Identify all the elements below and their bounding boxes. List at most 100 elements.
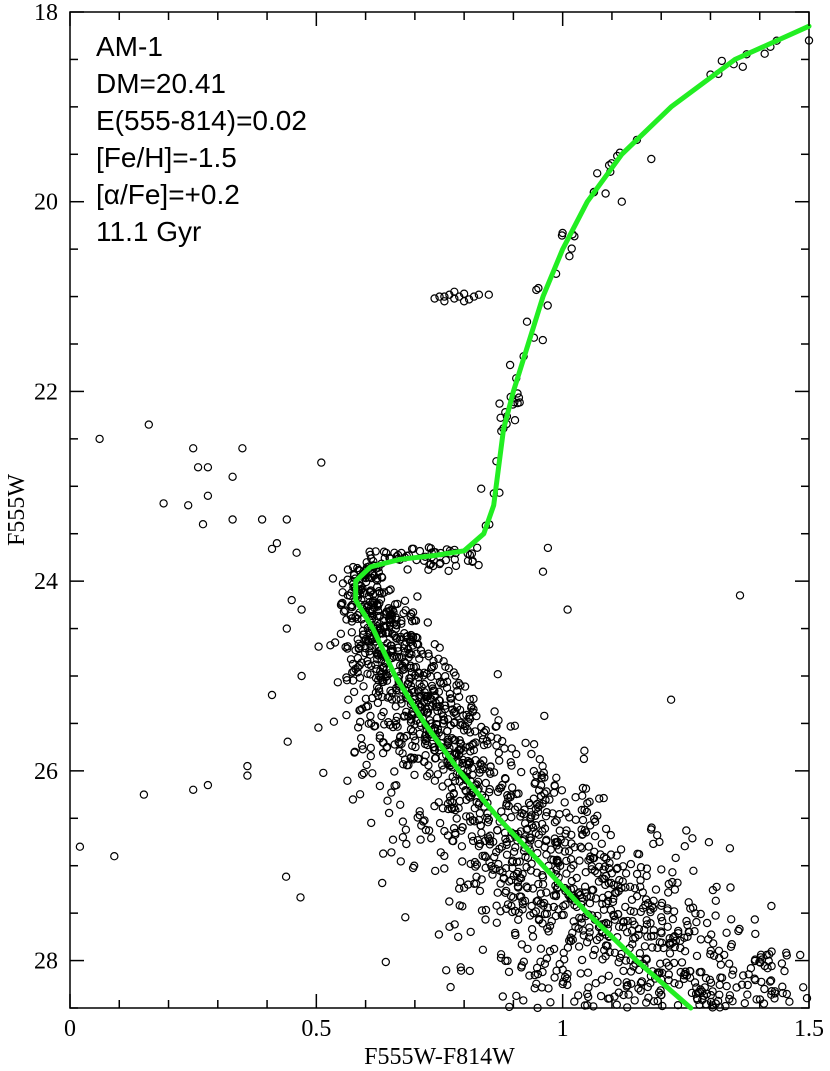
star-point <box>471 738 480 747</box>
star-point <box>636 907 646 917</box>
star-point <box>532 285 541 295</box>
star-point <box>665 949 675 958</box>
star-point <box>494 748 503 758</box>
star-point <box>707 930 716 939</box>
star-point <box>450 920 459 929</box>
y-tick-label: 28 <box>34 949 58 975</box>
star-point <box>374 684 384 693</box>
star-point <box>674 929 683 938</box>
star-point <box>601 189 610 198</box>
star-point <box>540 789 549 798</box>
star-point <box>350 747 359 757</box>
star-point <box>579 754 589 764</box>
star-point <box>415 654 424 663</box>
star-point <box>606 905 616 915</box>
star-point <box>423 708 433 717</box>
star-point <box>778 982 787 991</box>
star-point <box>483 813 492 823</box>
star-point <box>538 871 547 880</box>
star-point <box>653 831 662 840</box>
star-point <box>398 666 407 675</box>
star-point <box>342 676 352 685</box>
star-point <box>451 671 460 680</box>
star-point <box>540 711 549 721</box>
star-point <box>267 690 277 700</box>
star-point <box>95 434 104 444</box>
star-point <box>421 825 431 835</box>
star-point <box>701 973 711 983</box>
star-point <box>655 938 665 947</box>
star-point <box>785 997 794 1006</box>
star-point <box>382 621 391 631</box>
star-point <box>429 661 438 671</box>
star-point <box>465 966 474 976</box>
star-point <box>475 886 485 896</box>
star-point <box>363 702 373 711</box>
star-point <box>481 726 490 735</box>
star-point <box>617 197 627 206</box>
star-point <box>326 641 335 650</box>
star-point <box>438 804 448 813</box>
star-point <box>630 920 639 929</box>
star-point <box>390 600 400 609</box>
star-point <box>578 815 588 825</box>
star-point <box>534 839 543 849</box>
star-point <box>614 922 624 932</box>
star-point <box>453 686 462 696</box>
star-point <box>468 556 477 566</box>
star-point <box>558 228 567 238</box>
star-point <box>623 916 632 926</box>
star-point <box>389 652 399 661</box>
star-point <box>507 901 516 911</box>
star-point <box>534 879 543 889</box>
star-point <box>481 915 490 924</box>
star-point <box>292 548 301 557</box>
star-point <box>419 817 428 826</box>
star-point <box>570 843 579 852</box>
star-point <box>709 951 719 961</box>
star-point <box>717 56 727 66</box>
star-point <box>338 579 348 588</box>
star-point <box>409 755 418 764</box>
star-point <box>317 458 326 467</box>
star-point <box>346 655 356 664</box>
star-point <box>664 879 674 889</box>
star-point <box>744 970 753 979</box>
star-point <box>406 717 416 727</box>
star-point <box>756 958 765 967</box>
star-point <box>396 695 405 704</box>
star-point <box>538 799 547 809</box>
star-point <box>372 682 382 691</box>
star-point <box>532 979 541 989</box>
star-point <box>466 927 475 937</box>
star-point <box>509 847 519 857</box>
star-point <box>636 863 646 872</box>
star-point <box>570 997 579 1006</box>
star-point <box>343 776 352 786</box>
star-point <box>796 950 805 960</box>
star-point <box>558 979 567 989</box>
star-point <box>388 835 398 844</box>
star-point <box>472 860 481 869</box>
star-point <box>612 864 621 874</box>
star-point <box>468 816 478 825</box>
star-point <box>443 677 452 687</box>
star-point <box>375 781 385 791</box>
star-point <box>756 953 765 962</box>
star-point <box>417 700 427 709</box>
star-point <box>348 668 357 677</box>
star-point <box>384 808 394 818</box>
star-point <box>523 883 532 893</box>
star-point <box>725 844 735 853</box>
star-point <box>485 837 494 846</box>
annotation-line: AM-1 <box>96 31 163 62</box>
star-point <box>363 656 372 666</box>
star-point <box>370 722 379 731</box>
star-point <box>496 907 505 916</box>
star-point <box>444 566 453 576</box>
star-point <box>673 1001 683 1010</box>
star-point <box>601 871 611 881</box>
star-point <box>387 848 396 857</box>
annotation-block: AM-1 DM=20.41 E(555-814)=0.02 [Fe/H]=-1.5 [α… <box>96 31 307 247</box>
star-point <box>527 811 536 820</box>
